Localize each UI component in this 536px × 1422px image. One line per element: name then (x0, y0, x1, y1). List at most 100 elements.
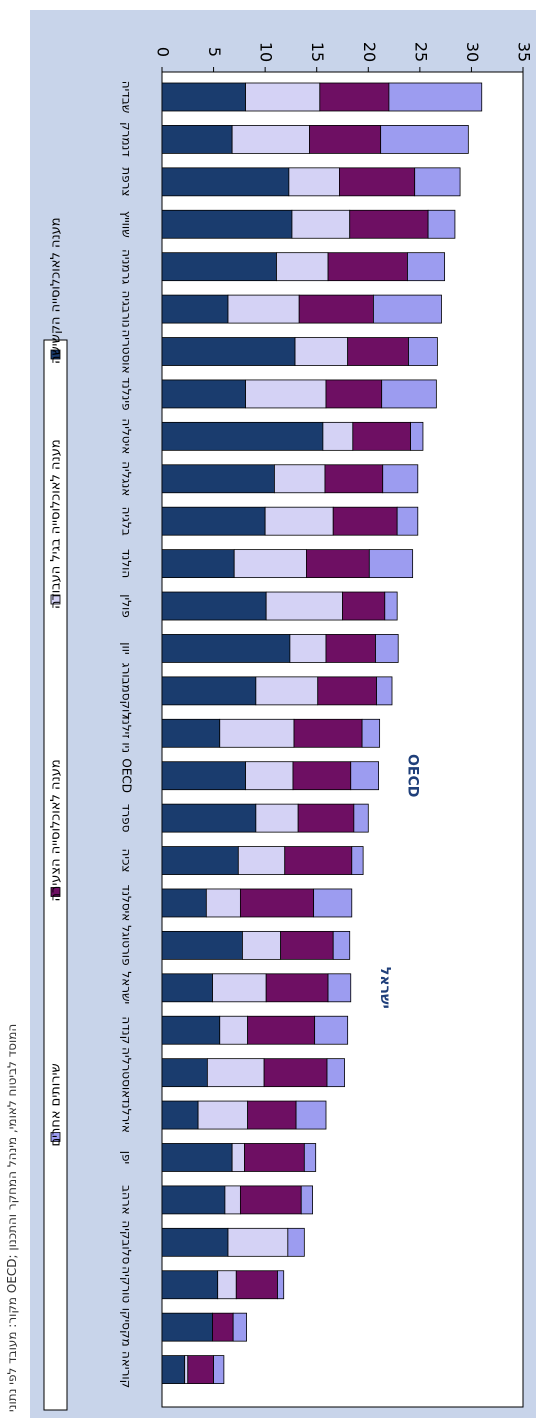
bar-segment (361, 718, 381, 748)
bar-segment (292, 761, 352, 791)
bar-segment (161, 591, 267, 621)
bar-segment (332, 506, 398, 536)
bar-segment (219, 1015, 249, 1045)
bar-segment (255, 803, 299, 833)
bar-segment (287, 1227, 305, 1257)
bar-segment (327, 252, 408, 282)
legend-swatch (50, 1132, 61, 1142)
bar-segment (414, 167, 461, 197)
bar-segment (245, 761, 294, 791)
bar-segment (161, 421, 324, 451)
category-label: ניו זילנד (120, 713, 134, 753)
bar-segment (300, 1185, 313, 1215)
category-label: ספרד (120, 804, 134, 833)
bar-segment (322, 421, 354, 451)
bar-segment (161, 1015, 221, 1045)
category-label: אנגליה (120, 461, 134, 496)
bar-segment (187, 1355, 214, 1384)
bar-segment (161, 1058, 208, 1088)
bar-segment (303, 1143, 317, 1172)
bar-segment (184, 1355, 189, 1384)
category-label: קוריאה (120, 1351, 134, 1388)
bar-segment (339, 167, 416, 197)
tick-label: 0 (154, 47, 173, 57)
bar-segment (351, 846, 364, 875)
bar-segment (161, 930, 243, 960)
bar-segment (205, 888, 241, 918)
tick-label: 20 (360, 42, 379, 62)
bar-segment (239, 1185, 302, 1215)
bar-segment (161, 209, 293, 239)
bar-segment (213, 1355, 225, 1384)
bar-segment (242, 930, 282, 960)
bar-segment (325, 379, 383, 409)
bar-segment (347, 337, 409, 366)
category-label: שווייץ (120, 211, 134, 238)
bar-segment (274, 464, 326, 494)
legend-swatch (50, 887, 61, 897)
bar-segment (314, 1015, 349, 1045)
bar-segment (161, 634, 291, 663)
bar-segment (161, 846, 239, 875)
category-label: יוון (120, 642, 134, 655)
bar-segment (161, 1355, 186, 1384)
bar-segment (161, 718, 221, 748)
bar-segment (161, 252, 277, 282)
bar-segment (247, 1015, 316, 1045)
tick-label: 15 (308, 42, 327, 62)
bar-segment (212, 1312, 234, 1342)
category-label: נורבגיה (120, 290, 134, 327)
category-label: אוסטריה (120, 329, 134, 373)
bar-segment (289, 634, 327, 663)
category-label: פולין (120, 594, 134, 618)
tick-label: 10 (257, 42, 276, 62)
bar-segment (332, 930, 351, 960)
bar-segment (265, 973, 329, 1003)
category-label: טורקיה (120, 1266, 134, 1303)
legend-label: מענה לאוכלוסייה הקשישה (49, 217, 64, 364)
bar-segment (350, 761, 380, 791)
bar-segment (161, 549, 235, 579)
highlight-label: ישראל (377, 967, 393, 1009)
bar-segment (263, 1058, 328, 1088)
category-label: קנדה (120, 1016, 134, 1044)
bar-segment (319, 82, 390, 112)
bar-segment (373, 294, 442, 324)
bar-segment (317, 676, 377, 706)
category-label: גרמניה (120, 249, 134, 284)
highlight-labels-layer: OECD ישראל (377, 754, 421, 1009)
bar-segment (408, 337, 438, 366)
category-label: איטליה (120, 418, 134, 454)
category-label: הולנד (120, 549, 134, 578)
bar-segment (352, 421, 411, 451)
bar-segment (264, 506, 334, 536)
bar-segment (161, 973, 213, 1003)
bar-segment (233, 549, 307, 579)
category-label: שבדיה (120, 81, 134, 114)
bar-segment (380, 125, 469, 154)
legend-swatch (50, 594, 61, 605)
category-label: מקסיקו (120, 1308, 134, 1347)
bar-segment (265, 591, 343, 621)
bar-segment (227, 294, 300, 324)
bar-segment (161, 761, 246, 791)
bar-segment (294, 337, 349, 366)
bar-segment (381, 379, 437, 409)
bar-segment (388, 82, 483, 112)
bar-segment (161, 1143, 233, 1172)
bar-segment (327, 973, 352, 1003)
category-label: אוסטרליה (120, 1047, 134, 1098)
bar-segment (161, 1227, 229, 1257)
category-label: OECD (120, 758, 134, 793)
bar-segment (244, 1143, 305, 1172)
category-label: ארהב (120, 1185, 134, 1215)
bar-segment (224, 1185, 241, 1215)
tick-label: 35 (515, 42, 534, 62)
category-label: פורטוגל (120, 925, 134, 965)
bar-segment (276, 252, 329, 282)
bar-segment (161, 125, 233, 154)
bar-segment (368, 549, 414, 579)
legend-label: מענה לאוכלוסייה הצעירה (49, 759, 64, 901)
